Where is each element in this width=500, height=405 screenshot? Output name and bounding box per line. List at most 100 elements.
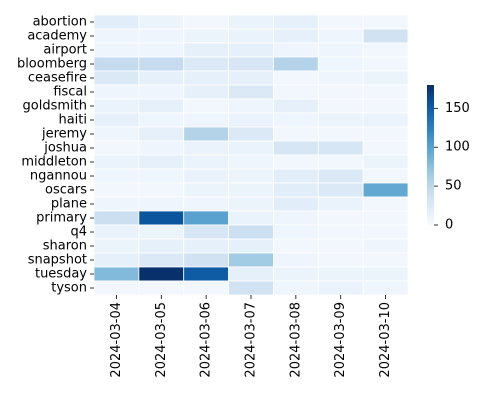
heatmap-cell [228,28,274,44]
heatmap-cell [93,182,140,198]
y-tick-label: tyson [51,281,87,296]
y-tick-label: haiti [58,113,87,128]
heatmap-cell [228,168,274,184]
heatmap-cell [138,224,185,240]
heatmap-cell [183,210,229,226]
heatmap-cell [273,224,319,240]
heatmap-cell [93,112,140,128]
heatmap-cell [228,224,274,240]
y-tick-label: ngannou [30,169,87,184]
heatmap-cell [183,238,229,254]
heatmap-cell [362,14,409,30]
heatmap-cell [317,196,364,212]
heatmap-cell [362,28,409,44]
heatmap-cell [317,126,364,142]
heatmap-cell [138,238,185,254]
heatmap-cell [93,252,140,268]
heatmap-cell [183,140,229,156]
heatmap-cell [93,224,140,240]
y-tick-label: bloomberg [17,57,87,72]
heatmap-cell [228,210,274,226]
heatmap-cell [362,84,409,100]
heatmap-cell [362,210,409,226]
colorbar: 0 50 100 150 [427,85,470,233]
y-tick-label: plane [51,197,87,212]
heatmap-cell [183,280,229,296]
heatmap-cell [273,140,319,156]
heatmap-cell [183,252,229,268]
heatmap-cell [273,266,319,282]
heatmap-cell [362,168,409,184]
y-tick-label: goldsmith [23,99,87,114]
heatmap-cell [183,98,229,114]
heatmap-cell [138,210,185,226]
colorbar-tick-label: 0 [445,218,453,233]
heatmap-cell [228,56,274,72]
heatmap-cell [228,140,274,156]
y-tick-label: tuesday [35,267,87,282]
heatmap-cell [138,84,185,100]
heatmap-cell [93,84,140,100]
heatmap-cell [228,154,274,170]
heatmap-cell [93,280,140,296]
heatmap-cell [138,126,185,142]
heatmap-cell [273,238,319,254]
y-tick-label: sharon [43,239,87,254]
colorbar-gradient [427,85,434,225]
heatmap-cell [317,56,364,72]
heatmap-cell [273,28,319,44]
heatmap-cell [93,28,140,44]
y-tick-label: q4 [70,225,87,240]
heatmap-cell [183,224,229,240]
y-axis: abortionacademyairportbloombergceasefire… [17,15,94,296]
heatmap-cell [317,280,364,296]
x-tick-label: 2024-03-09 [333,302,348,378]
heatmap-cell [93,56,140,72]
heatmap-cell [317,98,364,114]
heatmap-cell [138,154,185,170]
y-tick-label: snapshot [28,253,87,268]
heatmap-cells [93,14,409,296]
heatmap-cell [93,210,140,226]
heatmap-cell [138,112,185,128]
heatmap-cell [362,140,409,156]
y-tick-label: fiscal [53,85,87,100]
heatmap-cell [228,70,274,86]
heatmap-cell [273,98,319,114]
heatmap-cell [93,98,140,114]
heatmap-cell [138,42,185,58]
heatmap-cell [183,154,229,170]
heatmap-cell [273,14,319,30]
heatmap-cell [317,252,364,268]
heatmap-cell [138,14,185,30]
heatmap-cell [273,112,319,128]
heatmap-cell [93,154,140,170]
heatmap-cell [273,210,319,226]
x-tick-label: 2024-03-07 [244,302,259,378]
y-tick-label: jeremy [41,127,87,142]
heatmap-cell [317,154,364,170]
heatmap-cell [228,252,274,268]
heatmap-cell [317,84,364,100]
heatmap-cell [362,238,409,254]
heatmap-cell [317,42,364,58]
heatmap-cell [228,266,274,282]
heatmap-cell [362,112,409,128]
heatmap-cell [317,238,364,254]
heatmap-cell [183,70,229,86]
heatmap-cell [93,196,140,212]
heatmap-cell [93,14,140,30]
heatmap-cell [362,70,409,86]
heatmap-cell [93,126,140,142]
heatmap-cell [228,112,274,128]
heatmap-cell [183,56,229,72]
x-axis: 2024-03-04 2024-03-05 2024-03-06 2024-03-07… [109,295,393,378]
heatmap-cell [183,266,229,282]
heatmap-cell [228,14,274,30]
heatmap-cell [228,182,274,198]
heatmap-cell [228,196,274,212]
heatmap-cell [362,98,409,114]
y-tick-label: airport [43,43,87,58]
heatmap-cell [317,210,364,226]
